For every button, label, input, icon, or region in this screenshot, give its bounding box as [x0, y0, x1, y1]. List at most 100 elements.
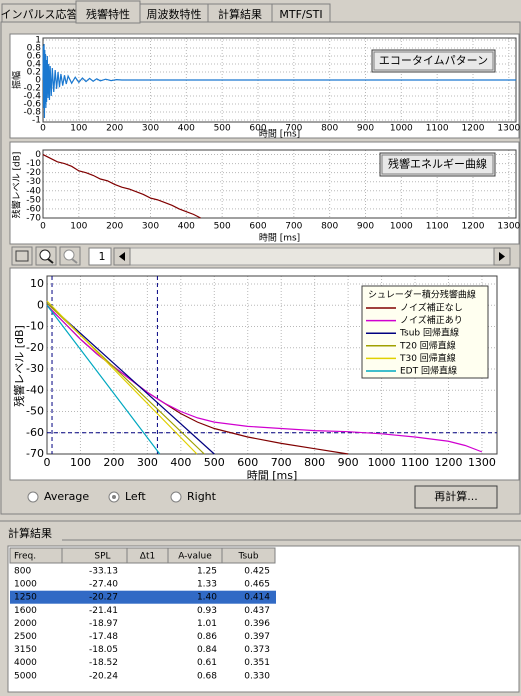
- x-axis-label: 時間 [ms]: [247, 469, 298, 482]
- x-tick-label: 900: [357, 124, 374, 134]
- y-tick-label: -60: [26, 204, 41, 214]
- page-box[interactable]: [88, 247, 112, 266]
- zoom-out-handle: [71, 258, 78, 264]
- tab-label: 計算結果: [218, 7, 262, 21]
- x-axis-label: 時間 [ms]: [259, 129, 300, 140]
- legend-label: ノイズ補正あり: [400, 314, 463, 326]
- x-tick-label: 700: [285, 124, 302, 134]
- x-tick-label: 900: [357, 222, 374, 232]
- table-cell: 0.465: [244, 580, 270, 590]
- y-tick-label: 0.4: [27, 60, 42, 70]
- annotation-box: [379, 152, 496, 177]
- column-header-label: Tsub: [237, 552, 258, 562]
- x-tick-label: 1100: [426, 124, 449, 134]
- table-cell: -17.48: [89, 632, 118, 642]
- data-line: [46, 300, 198, 455]
- radio[interactable]: [170, 491, 182, 503]
- x-tick-label: 100: [70, 124, 87, 134]
- table-cell: 2000: [14, 619, 37, 629]
- x-tick-label: 800: [304, 456, 325, 469]
- table-cell: 1.25: [197, 567, 217, 577]
- y-tick-label: -30: [26, 177, 41, 187]
- x-tick-label: 700: [271, 456, 292, 469]
- x-tick-label: 400: [178, 124, 195, 134]
- y-tick-label: -30: [26, 362, 44, 375]
- x-tick-label: 300: [137, 456, 158, 469]
- legend-label: ノイズ補正なし: [400, 302, 463, 314]
- tab-label: MTF/STI: [279, 8, 322, 21]
- radio-label: Average: [44, 490, 89, 503]
- table-cell: -27.40: [89, 580, 118, 590]
- zoom-in-handle: [47, 258, 54, 264]
- y-tick-label: -70: [26, 447, 44, 460]
- data-line: [46, 304, 483, 453]
- y-tick-label: -40: [26, 186, 41, 196]
- x-tick-label: 1100: [426, 222, 449, 232]
- table-cell: 0.86: [197, 632, 217, 642]
- annotation: エコータイムパターン: [379, 54, 488, 67]
- annotation-inner: [381, 154, 494, 175]
- arrow-left: [119, 252, 125, 261]
- x-tick-label: 300: [142, 222, 159, 232]
- x-tick-label: 300: [142, 124, 159, 134]
- column-header-label: Δt1: [140, 552, 155, 562]
- recalc-button[interactable]: [414, 485, 498, 509]
- x-tick-label: 700: [285, 222, 302, 232]
- x-tick-label: 1300: [468, 456, 496, 469]
- table-cell: 0.61: [197, 658, 217, 668]
- y-tick-label: -0.8: [23, 108, 41, 118]
- radio-label: Right: [187, 490, 217, 503]
- annotation-box: [371, 49, 496, 73]
- x-tick-label: 600: [249, 124, 266, 134]
- table-cell: 4000: [14, 658, 37, 668]
- selected-row[interactable]: [10, 590, 276, 604]
- table-cell: -33.13: [89, 567, 118, 577]
- y-tick-label: -20: [26, 341, 44, 354]
- table-cell: 1250: [14, 593, 37, 603]
- x-tick-label: 1000: [368, 456, 396, 469]
- table-cell: 0.437: [244, 606, 270, 616]
- y-tick-label: 0.2: [27, 68, 41, 78]
- x-tick-label: 900: [338, 456, 359, 469]
- x-tick-label: 1300: [497, 222, 520, 232]
- x-tick-label: 500: [204, 456, 225, 469]
- annotation: 残響エネルギー曲線: [388, 157, 487, 171]
- y-tick-label: -20: [26, 168, 41, 178]
- table-cell: 1.40: [197, 593, 217, 603]
- y-tick-label: -70: [26, 214, 41, 224]
- scrollbar[interactable]: [113, 247, 511, 266]
- y-tick-label: -50: [26, 405, 44, 418]
- data-line: [42, 153, 201, 219]
- fit-button[interactable]: [11, 246, 33, 266]
- table-cell: 0.373: [244, 645, 270, 655]
- zoom-out-icon: [63, 249, 75, 261]
- x-tick-label: 200: [106, 124, 123, 134]
- x-tick-label: 800: [321, 124, 338, 134]
- y-tick-label: 0: [35, 76, 41, 86]
- table-cell: -18.52: [89, 658, 118, 668]
- legend-label: T20 回帰直線: [399, 339, 456, 351]
- table-cell: 2500: [14, 632, 37, 642]
- y-tick-label: 0.8: [27, 44, 42, 54]
- table-cell: 0.351: [244, 658, 270, 668]
- x-tick-label: 1000: [390, 222, 413, 232]
- arrow-right: [499, 252, 505, 261]
- table-cell: 0.414: [244, 593, 270, 603]
- column-header[interactable]: [221, 547, 276, 564]
- plot-area: [46, 275, 498, 455]
- tab[interactable]: [271, 3, 331, 23]
- x-tick-label: 600: [249, 222, 266, 232]
- y-tick-label: 1: [35, 36, 41, 46]
- table-cell: 0.397: [244, 632, 270, 642]
- data-line: [42, 43, 516, 119]
- y-axis-label: 振幅: [11, 71, 23, 89]
- toolbar: 1: [11, 246, 511, 266]
- page-number: 1: [99, 250, 106, 263]
- table-cell: 0.396: [244, 619, 270, 629]
- table-cell: 0.93: [197, 606, 217, 616]
- radio[interactable]: [27, 491, 39, 503]
- results-title: 計算結果: [8, 526, 52, 540]
- y-tick-label: -0.6: [23, 100, 41, 110]
- plot-area: [42, 149, 517, 219]
